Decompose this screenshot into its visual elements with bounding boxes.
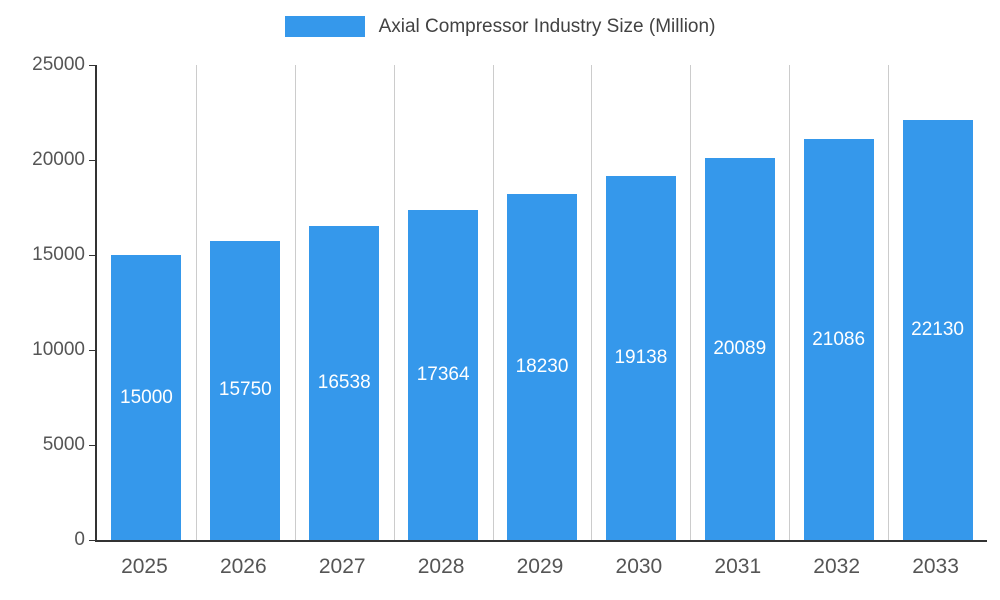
bar[interactable]: 19138 [605, 176, 676, 540]
y-tick-mark [89, 65, 95, 66]
x-tick-label: 2032 [813, 555, 861, 578]
x-tick-label: 2033 [912, 555, 959, 578]
bar[interactable]: 15000 [111, 255, 182, 540]
v-gridline [591, 65, 593, 540]
y-tick-label: 15000 [32, 244, 85, 265]
bar[interactable]: 15750 [210, 240, 281, 540]
legend[interactable]: Axial Compressor Industry Size (Million) [0, 16, 1000, 37]
bar[interactable]: 21086 [803, 139, 874, 540]
bar[interactable]: 20089 [704, 158, 775, 540]
x-tick-label: 2025 [121, 555, 168, 578]
y-tick-mark [89, 255, 95, 256]
bar-value-label: 21086 [812, 328, 866, 350]
bar[interactable]: 18230 [507, 193, 577, 540]
x-tick-label: 2027 [318, 555, 366, 578]
y-tick-mark [89, 350, 95, 351]
x-tick-label: 2029 [516, 555, 564, 578]
y-tick-mark [89, 445, 95, 446]
x-tick-label: 2030 [615, 555, 663, 578]
bar[interactable]: 16538 [309, 225, 380, 540]
bar-value-label: 22130 [911, 318, 964, 340]
v-gridline [393, 65, 395, 540]
legend-swatch-icon [284, 16, 365, 37]
bar-value-label: 16538 [317, 371, 371, 393]
v-gridline [294, 65, 296, 540]
bar-value-label: 17364 [416, 364, 470, 386]
v-gridline [789, 65, 791, 540]
x-tick-label: 2031 [714, 555, 762, 578]
bar[interactable]: 17364 [408, 210, 479, 540]
bar-value-label: 19138 [614, 347, 668, 369]
plot-area: 15000 15750 16538 17364 18230 19138 20089 21086… [95, 65, 987, 542]
bar-value-label: 15000 [120, 386, 173, 408]
legend-label: Axial Compressor Industry Size (Million) [378, 16, 716, 37]
v-gridline [888, 65, 890, 540]
y-tick-label: 5000 [42, 434, 85, 455]
y-tick-label: 20000 [32, 149, 85, 170]
bar-value-label: 18230 [515, 355, 569, 377]
v-gridline [492, 65, 494, 540]
y-tick-label: 10000 [32, 339, 85, 360]
y-tick-label: 25000 [32, 54, 85, 75]
x-tick-label: 2028 [417, 555, 465, 578]
bar-value-label: 20089 [713, 338, 767, 360]
v-gridline [690, 65, 692, 540]
bar-value-label: 15750 [218, 379, 272, 401]
y-tick-label: 0 [74, 529, 85, 550]
v-gridline [195, 65, 197, 540]
bar[interactable]: 22130 [902, 119, 973, 540]
x-tick-label: 2026 [219, 555, 267, 578]
y-tick-mark [89, 540, 95, 541]
y-tick-mark [89, 160, 95, 161]
